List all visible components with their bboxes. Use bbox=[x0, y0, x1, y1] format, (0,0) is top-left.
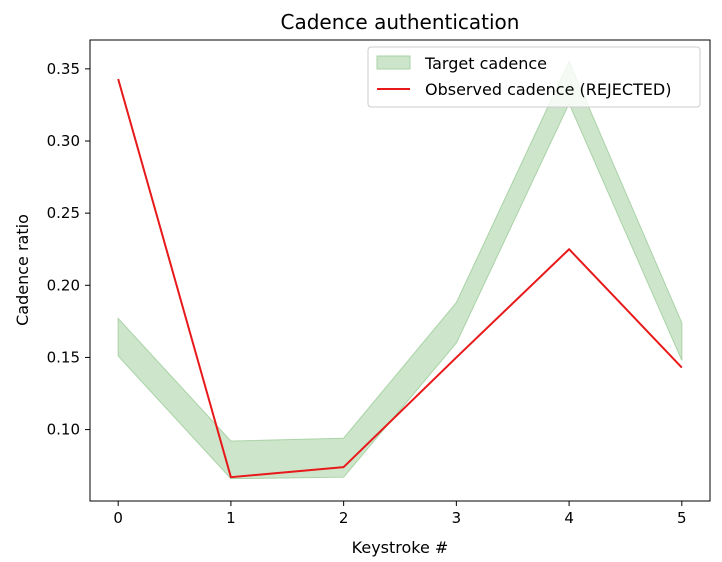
x-tick-label: 1 bbox=[226, 509, 236, 527]
observed-cadence-line bbox=[117, 78, 683, 479]
legend-label-target-cadence: Target cadence bbox=[424, 54, 547, 73]
x-tick-label: 4 bbox=[564, 509, 574, 527]
target-band-layer bbox=[117, 60, 683, 480]
y-axis-ticks: 0.10 0.15 0.20 0.25 0.30 0.35 bbox=[47, 60, 90, 439]
x-tick-label: 5 bbox=[677, 509, 687, 527]
y-tick-label: 0.10 bbox=[47, 421, 80, 439]
legend-swatch-target-cadence bbox=[376, 55, 411, 70]
target-cadence-band bbox=[117, 60, 683, 480]
y-tick-label: 0.25 bbox=[47, 204, 80, 222]
y-tick-label: 0.35 bbox=[47, 60, 80, 78]
x-axis-label: Keystroke # bbox=[352, 538, 449, 557]
y-tick-label: 0.20 bbox=[47, 276, 80, 294]
chart-title: Cadence authentication bbox=[281, 10, 520, 34]
x-tick-label: 0 bbox=[113, 509, 123, 527]
legend-box bbox=[367, 46, 701, 108]
x-tick-label: 3 bbox=[452, 509, 462, 527]
y-tick-label: 0.30 bbox=[47, 132, 80, 150]
y-tick-label: 0.15 bbox=[47, 348, 80, 366]
y-axis-label: Cadence ratio bbox=[13, 214, 32, 326]
plot-area bbox=[117, 60, 683, 480]
legend-label-observed-cadence: Observed cadence (REJECTED) bbox=[425, 80, 671, 99]
x-tick-label: 2 bbox=[339, 509, 349, 527]
observed-line-layer bbox=[117, 78, 683, 479]
legend: Target cadence Observed cadence (REJECTE… bbox=[367, 46, 701, 108]
x-axis-ticks: 0 1 2 3 4 5 bbox=[113, 501, 687, 527]
plot-frame bbox=[89, 39, 711, 502]
